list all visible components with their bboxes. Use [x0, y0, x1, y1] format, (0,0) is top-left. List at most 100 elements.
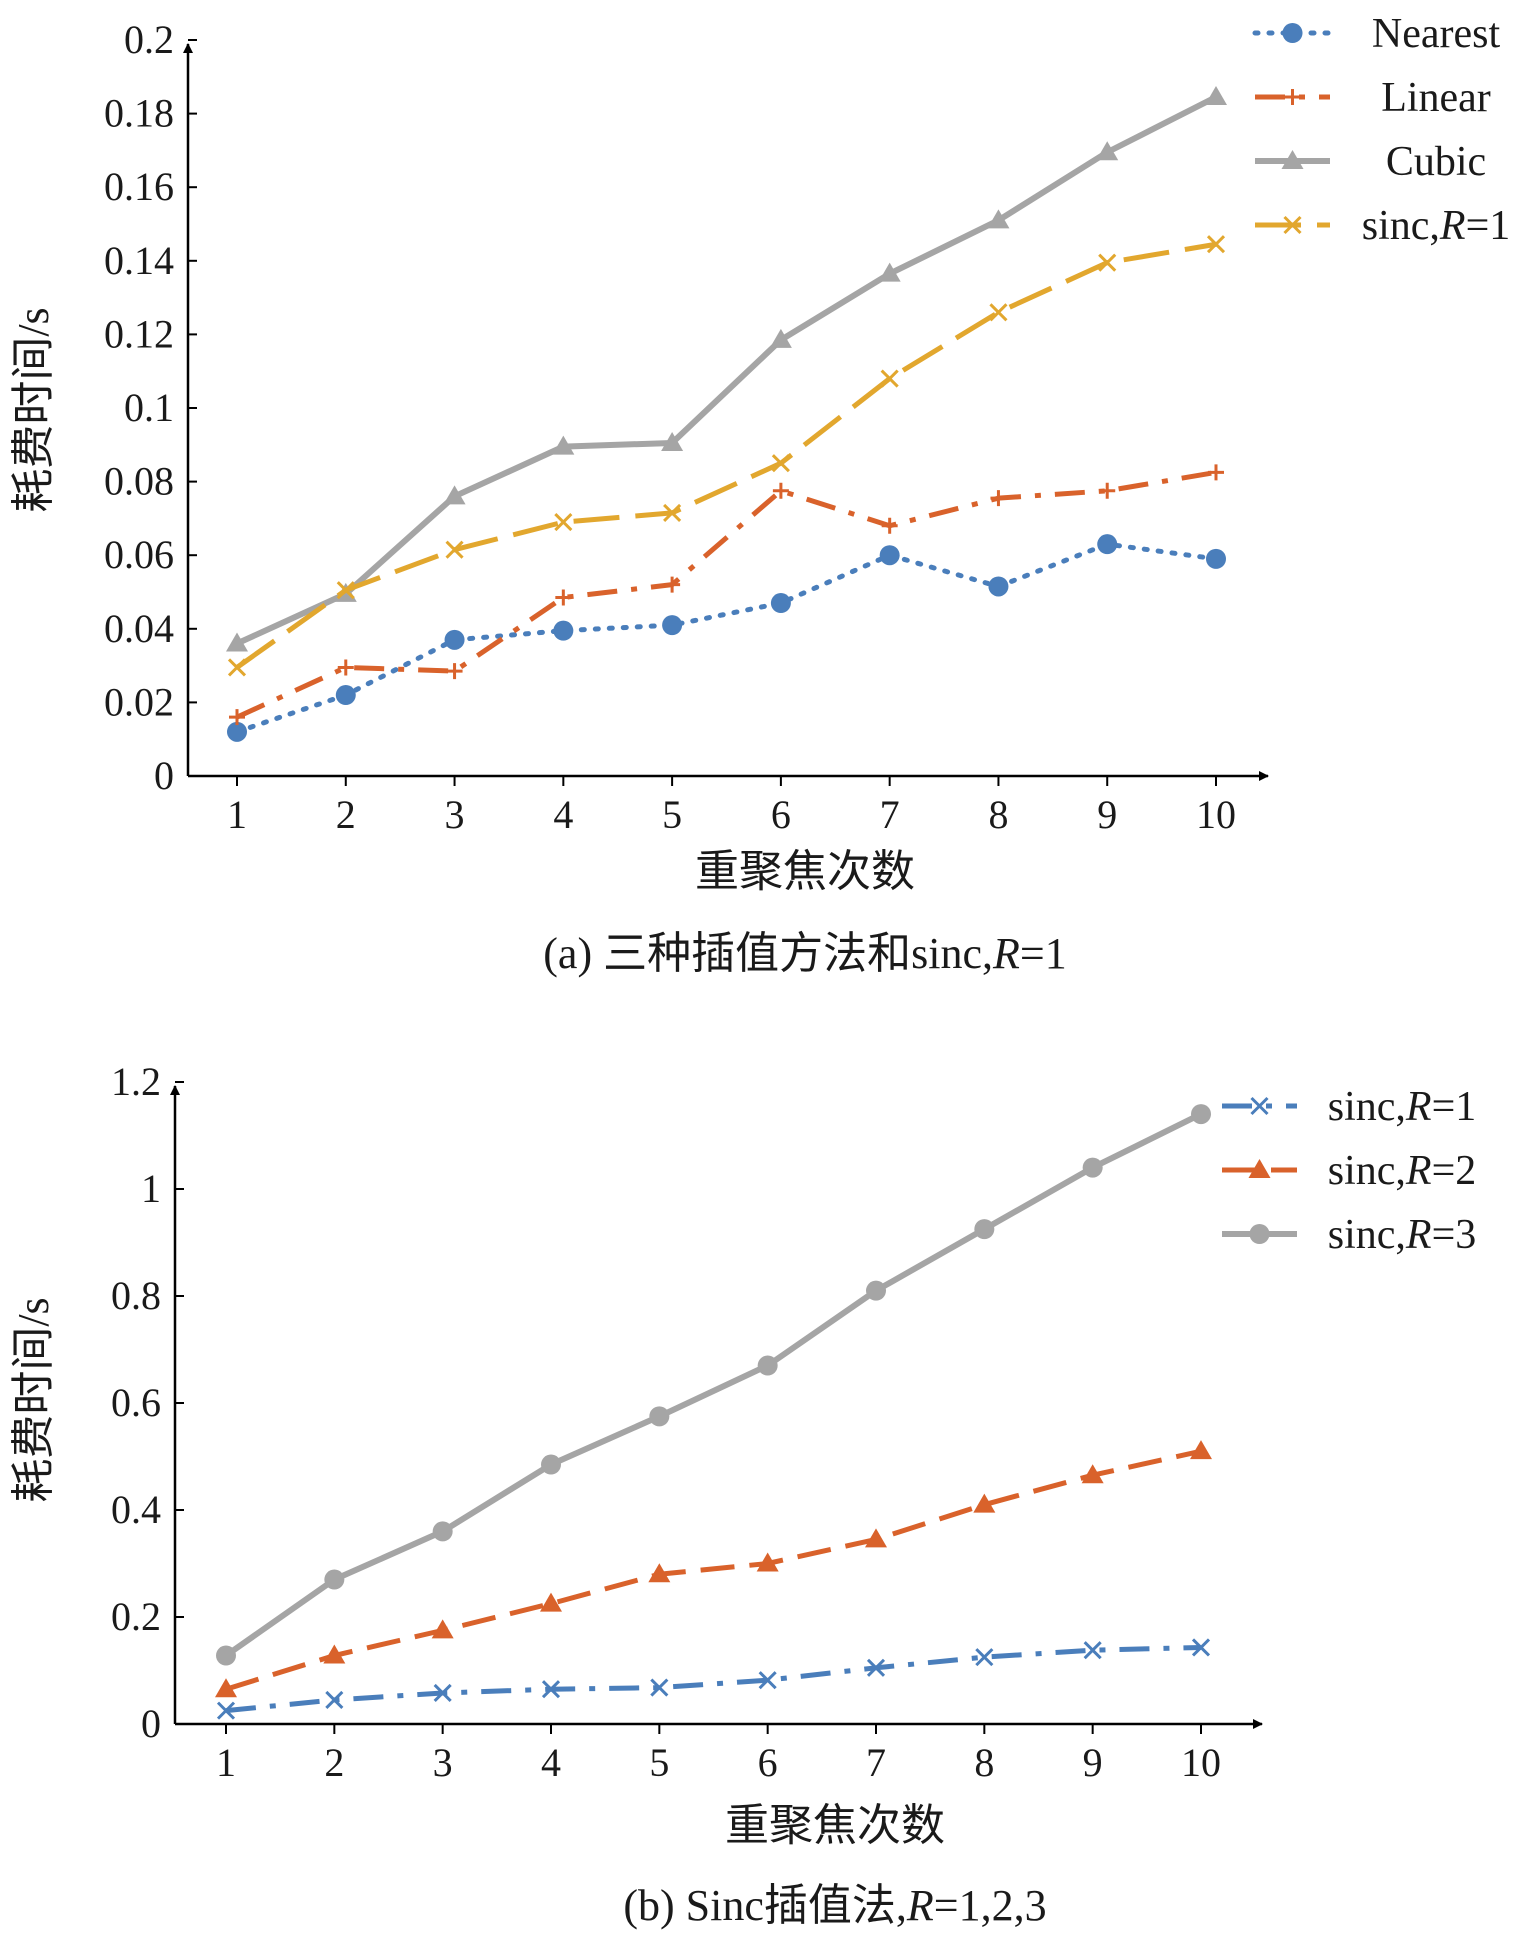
- data-point: [1206, 235, 1226, 254]
- data-point: [216, 1645, 236, 1666]
- x-tick-label: 1: [216, 1740, 236, 1785]
- legend-marker: [1284, 89, 1301, 105]
- x-tick-label: 4: [541, 1740, 561, 1785]
- data-point: [541, 1454, 561, 1475]
- data-point: [1206, 548, 1226, 569]
- legend-item: sinc,R=3: [1222, 1212, 1476, 1258]
- data-point: [554, 513, 573, 532]
- data-point: [865, 1528, 887, 1548]
- chart-b: 0 0.2 0.4 0.6 0.8 1 1.2 1 2 3 4 5 6 7 8 9 10 重聚焦次数 耗费时间/s s…: [9, 1059, 1476, 1930]
- x-tick-label: 6: [758, 1740, 778, 1785]
- data-point: [772, 482, 789, 499]
- legend-marker: [1283, 215, 1302, 235]
- series-sinc-r-1: [216, 1638, 1211, 1720]
- data-point: [541, 1680, 561, 1699]
- y-tick-label: 0.16: [104, 164, 174, 209]
- legend-marker: [1248, 1159, 1271, 1178]
- figure-caption: (a) 三种插值方法和sinc,R=1: [543, 929, 1066, 978]
- series-sinc-r-3: [216, 1104, 1211, 1666]
- legend-item: sinc,R=2: [1222, 1148, 1476, 1194]
- x-tick-label: 7: [866, 1740, 886, 1785]
- data-point: [216, 1701, 236, 1720]
- legend-label: Nearest: [1372, 11, 1501, 57]
- data-point: [446, 663, 463, 680]
- y-tick-label: 0.06: [104, 532, 174, 577]
- data-point: [215, 1678, 237, 1698]
- data-point: [1083, 1641, 1102, 1660]
- data-point: [1205, 86, 1227, 106]
- y-tick-label: 0: [141, 1701, 161, 1746]
- data-point: [879, 545, 900, 566]
- x-tick-label: 1: [227, 792, 247, 837]
- data-point: [1208, 464, 1224, 481]
- data-point: [1191, 1104, 1211, 1125]
- data-point: [661, 431, 684, 451]
- y-tick-label: 0.2: [124, 17, 174, 62]
- data-point: [769, 328, 792, 348]
- y-tick-label: 1.2: [111, 1059, 161, 1104]
- legend-marker: [1281, 150, 1304, 169]
- legend-label: sinc,R=2: [1328, 1148, 1477, 1194]
- series-line: [225, 1448, 1202, 1692]
- legend-item: Linear: [1255, 75, 1491, 121]
- data-point: [433, 1683, 452, 1703]
- data-point: [552, 435, 575, 455]
- data-point: [432, 1521, 453, 1542]
- x-tick-label: 10: [1196, 792, 1236, 837]
- x-tick-label: 9: [1083, 1740, 1103, 1785]
- x-tick-label: 8: [988, 792, 1008, 837]
- series-line: [224, 1111, 1203, 1658]
- data-point: [758, 1671, 777, 1690]
- y-axis-title: 耗费时间/s: [9, 307, 58, 512]
- data-point: [973, 1493, 996, 1513]
- legend-label: Linear: [1381, 75, 1491, 121]
- legend-item: sinc,R=1: [1255, 203, 1510, 249]
- y-tick-label: 0.14: [104, 238, 174, 283]
- x-tick-label: 9: [1097, 792, 1117, 837]
- data-point: [990, 490, 1007, 507]
- x-tick-label: 3: [445, 792, 465, 837]
- legend-label: sinc,R=1: [1362, 203, 1511, 249]
- y-tick-label: 0.02: [104, 679, 174, 724]
- x-tick-label: 8: [974, 1740, 994, 1785]
- y-tick-label: 0.04: [104, 606, 174, 651]
- data-point: [881, 517, 898, 534]
- legend: sinc,R=1 sinc,R=2 sinc,R=3: [1222, 1084, 1476, 1258]
- data-point: [866, 1280, 886, 1301]
- x-tick-label: 6: [771, 792, 791, 837]
- x-axis-title: 重聚焦次数: [695, 847, 915, 896]
- data-point: [337, 659, 354, 676]
- data-point: [987, 209, 1010, 229]
- data-point: [540, 1592, 562, 1612]
- data-point: [226, 632, 248, 652]
- chart-a: 0 0.02 0.04 0.06 0.08 0.1 0.12 0.14 0.16 0.18 0.2 1…: [9, 11, 1510, 978]
- data-point: [770, 593, 791, 614]
- data-point: [1098, 253, 1117, 272]
- data-point: [771, 454, 790, 473]
- series-line: [234, 541, 1219, 735]
- data-point: [975, 1648, 994, 1667]
- series-line: [225, 1644, 1202, 1714]
- x-axis-title: 重聚焦次数: [725, 1801, 945, 1850]
- data-point: [325, 1690, 344, 1709]
- x-tick-label: 4: [553, 792, 573, 837]
- x-tick-label: 7: [880, 792, 900, 837]
- y-tick-label: 0.18: [104, 91, 174, 136]
- data-point: [663, 503, 682, 522]
- y-tick-label: 0: [154, 753, 174, 798]
- y-tick-label: 0.4: [111, 1487, 161, 1532]
- legend: Nearest Linear Cubic sinc,R=1: [1252, 11, 1510, 249]
- data-point: [1081, 1464, 1104, 1484]
- x-tick-label: 2: [324, 1740, 344, 1785]
- data-point: [335, 685, 356, 706]
- x-tick-label: 5: [649, 1740, 669, 1785]
- data-point: [324, 1569, 345, 1590]
- legend-label: sinc,R=1: [1328, 1084, 1477, 1130]
- data-point: [649, 1406, 670, 1427]
- series-linear: [229, 464, 1224, 726]
- series-line: [235, 94, 1218, 647]
- data-point: [662, 615, 683, 636]
- legend-item: sinc,R=1: [1222, 1084, 1476, 1130]
- data-point: [555, 589, 572, 606]
